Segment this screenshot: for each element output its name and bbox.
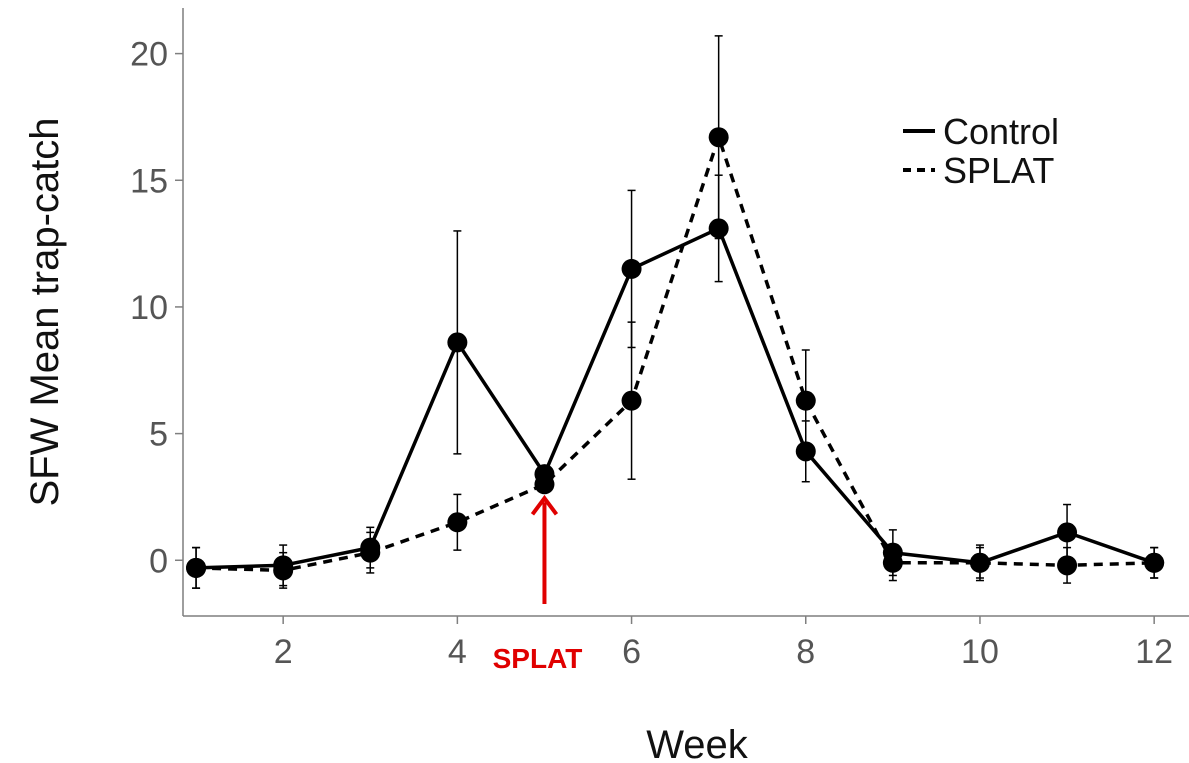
x-tick-label: 2 [274,633,293,671]
data-point-splat [795,390,816,411]
data-point-splat [273,560,294,581]
data-point-control [1057,522,1078,543]
data-point-splat [534,474,555,495]
y-tick-label: 10 [130,289,168,327]
legend-label-splat: SPLAT [943,150,1054,191]
x-tick-label: 12 [1135,633,1173,671]
data-point-splat [447,512,468,533]
data-point-control [621,258,642,279]
y-tick-label: 0 [149,542,168,580]
series-splat [186,35,1165,589]
y-tick-label: 20 [130,36,168,74]
x-tick-label: 8 [796,633,815,671]
data-point-splat [1144,552,1165,573]
x-tick-label: 10 [961,633,999,671]
data-point-splat [621,390,642,411]
data-point-splat [882,552,903,573]
y-tick-label: 15 [130,162,168,200]
x-axis-title: Week [646,723,749,763]
x-tick-label: 4 [448,633,467,671]
data-point-splat [969,552,990,573]
data-point-splat [360,542,381,563]
data-point-splat [708,127,729,148]
data-point-splat [186,557,207,578]
annotation-arrow-head [530,494,559,516]
y-axis-title: SFW Mean trap-catch [23,117,67,506]
legend-label-control: Control [943,111,1059,152]
series-layer [186,35,1165,589]
data-point-splat [1057,555,1078,576]
axes: 0 5 10 15 20 2 4 6 8 10 12 [130,8,1189,671]
data-point-control [447,332,468,353]
legend: Control SPLAT [903,111,1059,191]
annotation-label: SPLAT [493,643,583,674]
series-line-splat [196,135,1155,573]
y-tick-label: 5 [149,416,168,454]
annotation-splat: SPLAT [493,494,583,674]
annotation-layer: SPLAT [493,494,583,674]
x-tick-label: 6 [622,633,641,671]
series-control [186,174,1165,589]
series-line-control [196,226,1155,570]
